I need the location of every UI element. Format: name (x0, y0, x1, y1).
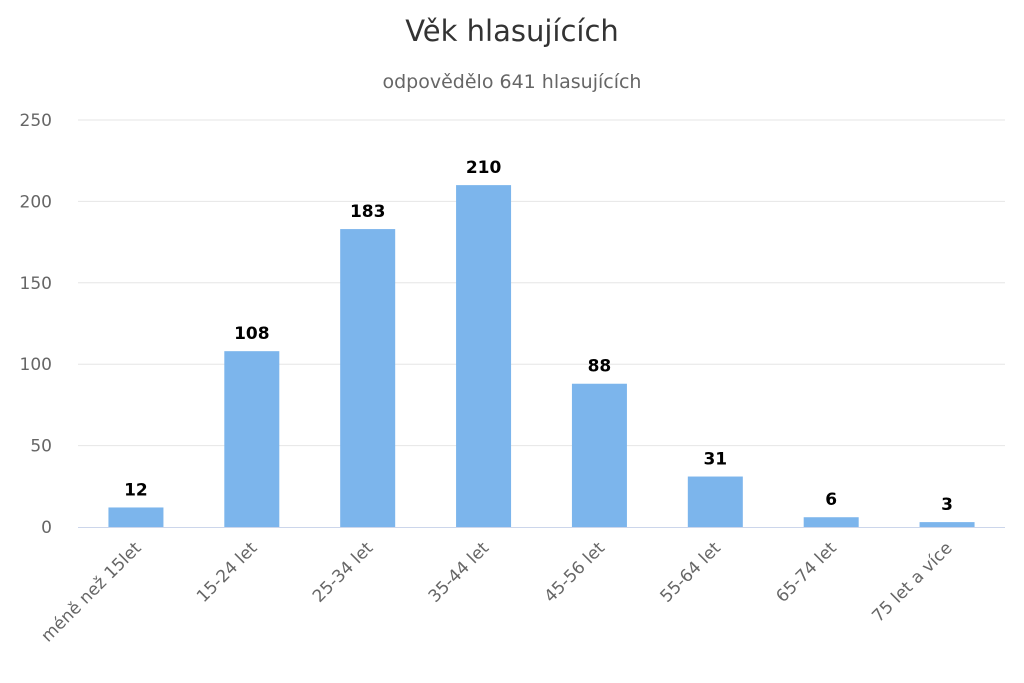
y-tick-label: 0 (41, 518, 52, 538)
data-label: 6 (825, 490, 837, 510)
x-tick-label: 55-64 let (657, 538, 726, 607)
data-label: 3 (941, 495, 953, 515)
x-tick-label: 65-74 let (772, 538, 841, 607)
bar (456, 185, 512, 527)
y-tick-label: 150 (20, 274, 52, 294)
bar (919, 522, 975, 527)
data-label: 210 (466, 158, 502, 178)
y-tick-label: 100 (20, 355, 52, 375)
x-tick-label: 45-56 let (541, 538, 610, 607)
bars (108, 185, 975, 528)
x-tick-label: 75 let a více (868, 538, 956, 626)
y-tick-label: 200 (20, 192, 52, 212)
y-tick-label: 250 (20, 111, 52, 131)
chart-subtitle: odpovědělo 641 hlasujících (383, 71, 642, 93)
data-label: 183 (350, 202, 386, 222)
data-label: 12 (124, 480, 148, 500)
bar (224, 351, 280, 527)
bar (108, 507, 164, 527)
y-axis: 0 50 100 150 200 250 (20, 111, 52, 538)
bar (340, 229, 396, 528)
x-tick-label: méně než 15let (37, 538, 145, 646)
y-tick-label: 50 (30, 437, 52, 457)
x-tick-label: 35-44 let (425, 538, 494, 607)
data-label: 108 (234, 324, 270, 344)
x-tick-label: 25-34 let (309, 538, 378, 607)
bar (687, 476, 743, 527)
data-label: 31 (703, 450, 727, 470)
data-label: 88 (588, 357, 612, 377)
data-labels: 12 108 183 210 88 31 6 3 (124, 158, 953, 515)
bar (571, 383, 627, 527)
grid-lines (78, 119, 1005, 447)
bar (803, 517, 859, 527)
chart-title: Věk hlasujících (405, 14, 619, 48)
x-tick-label: 15-24 let (193, 538, 262, 607)
x-axis: méně než 15let 15-24 let 25-34 let 35-44 le… (37, 527, 1005, 646)
